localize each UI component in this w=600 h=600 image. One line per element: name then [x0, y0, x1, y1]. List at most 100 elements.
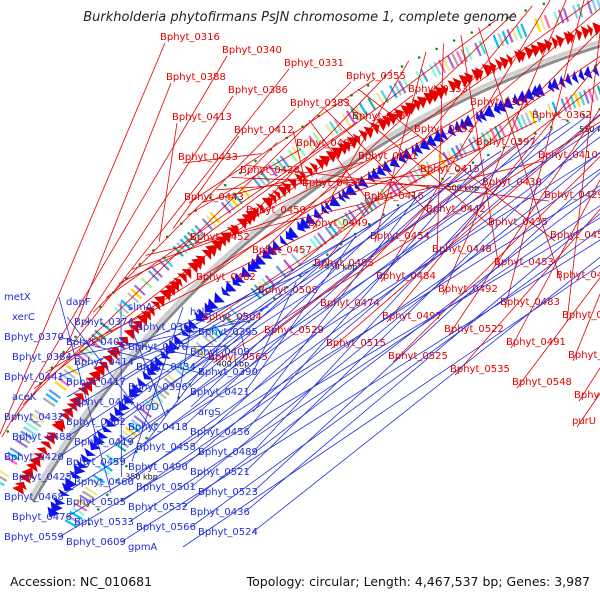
leader-line: [240, 332, 246, 353]
gene-arrow: [80, 453, 93, 463]
gene-label-forward: Bphyt_0485: [314, 258, 374, 269]
gene-arrow: [205, 244, 218, 257]
cog-bar: [415, 70, 424, 85]
marker: [452, 39, 456, 42]
gene-label-reverse: Bphyt_0566: [136, 522, 196, 533]
map-title: Burkholderia phytofirmans PsJN chromosom…: [83, 10, 517, 25]
cog-bar: [583, 89, 590, 104]
gene-arrow: [583, 65, 593, 79]
gene-arrow: [69, 395, 81, 408]
leader-line: [58, 296, 112, 493]
gene-arrow: [524, 87, 535, 101]
leader-line: [318, 5, 533, 270]
gene-arrow: [18, 474, 31, 484]
cog-bar: [336, 217, 347, 231]
gene-arrow: [187, 262, 199, 274]
gene-label-reverse: Bphyt_0609: [66, 537, 126, 548]
gene-arrow: [428, 89, 441, 103]
gene-label-reverse: Bphyt_0432: [4, 412, 64, 423]
gene-arrow: [512, 93, 521, 107]
gene-label-forward: Bphyt_0504: [202, 312, 262, 323]
gene-label-reverse: Bphyt_0419: [74, 437, 134, 448]
cog-bar: [9, 447, 23, 457]
leader-line: [128, 214, 387, 403]
cog-bar: [154, 388, 167, 400]
leader-line: [58, 185, 435, 418]
gene-label-forward: Bphyt_0509: [562, 310, 600, 321]
gene-label-reverse: argS: [198, 407, 221, 418]
gene-label-forward: Bphyt_0451: [550, 230, 600, 241]
gene-label-forward: Bphyt_0535: [450, 364, 510, 375]
gene-arrow: [580, 26, 590, 40]
gene-arrow: [478, 108, 487, 122]
cog-bar: [450, 147, 460, 161]
cog-bar: [66, 364, 79, 376]
gene-arrow: [294, 173, 303, 185]
cog-bar: [348, 209, 358, 223]
gene-arrow: [109, 412, 121, 422]
cog-bar: [596, 0, 600, 12]
leader-line: [194, 19, 497, 244]
marker: [125, 276, 128, 280]
cog-bar: [271, 161, 282, 174]
cog-bar: [158, 259, 170, 271]
gene-label-reverse: Bphyt_0490: [128, 462, 188, 473]
cog-bar: [7, 451, 21, 461]
cog-bar: [113, 306, 126, 318]
cog-bar: [506, 28, 514, 43]
cog-bar: [66, 515, 81, 524]
leader-line: [244, 213, 600, 513]
gene-label-forward: Bphyt_0565: [208, 352, 268, 363]
leader-line: [92, 108, 296, 313]
gene-arrow: [517, 90, 528, 104]
leader-line: [58, 152, 600, 498]
leader-line: [182, 153, 262, 164]
leader-line: [128, 136, 600, 483]
marker: [125, 464, 128, 468]
cog-bar: [543, 14, 551, 29]
cog-bar: [275, 158, 286, 171]
cog-bar: [345, 110, 356, 124]
gene-label-forward: Bphyt_0429: [544, 190, 600, 201]
gene-label-reverse: Bphyt_0456: [190, 427, 250, 438]
marker: [470, 31, 474, 34]
marker: [6, 430, 10, 433]
gene-arrow: [140, 311, 152, 321]
leader-line: [66, 185, 600, 518]
gene-arrow: [150, 360, 162, 372]
marker: [155, 423, 159, 426]
gene-arrow: [25, 462, 38, 473]
gene-arrow: [188, 318, 199, 329]
gene-arrow: [142, 370, 154, 380]
gene-label-reverse: aceK: [12, 392, 37, 403]
gene-arrow: [578, 68, 586, 82]
marker: [417, 56, 421, 59]
leader-line: [190, 135, 536, 448]
gene-label-forward: Bphyt_0483: [500, 297, 560, 308]
gene-arrow: [131, 320, 143, 331]
marker: [254, 159, 257, 163]
gene-arrow: [93, 364, 105, 377]
marker: [223, 183, 227, 187]
leader-line: [392, 156, 600, 363]
cog-bar: [576, 3, 584, 18]
backbone-outer: [27, 39, 600, 501]
cog-bar: [287, 149, 298, 163]
gene-arrow: [586, 24, 593, 38]
cog-bar: [283, 259, 294, 272]
cog-bar: [564, 96, 572, 111]
tick-label: 450 kbp: [325, 262, 358, 271]
gene-label-forward: Bphyt_0433: [178, 152, 238, 163]
gene-label-reverse: dapF: [66, 297, 91, 308]
gene-arrow: [530, 44, 541, 58]
gene-arrow: [454, 120, 463, 133]
gene-arrow: [73, 464, 86, 475]
gene-arrow: [382, 115, 392, 128]
cog-bar: [76, 498, 90, 508]
marker: [566, 119, 569, 123]
marker: [367, 222, 371, 226]
gene-label-reverse: Bphyt_0505: [66, 497, 126, 508]
marker: [235, 332, 238, 336]
gene-arrow: [65, 477, 77, 490]
